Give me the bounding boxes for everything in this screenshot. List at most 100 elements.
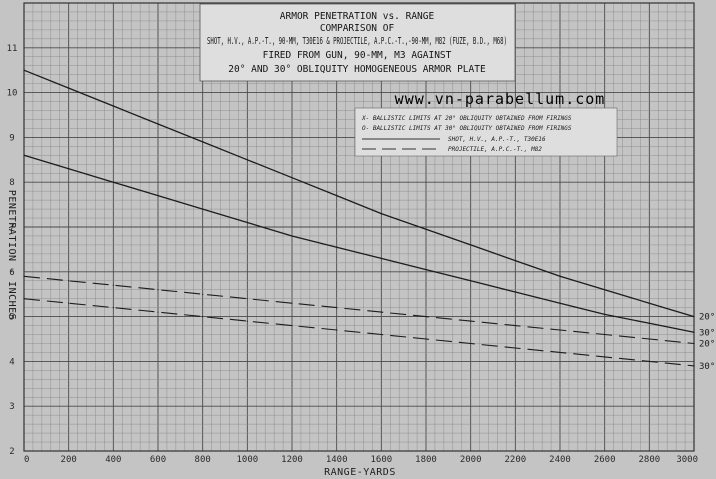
series-4-point	[648, 360, 650, 362]
x-tick-label: 2400	[549, 455, 571, 465]
title-line-2: COMPARISON OF	[320, 23, 395, 34]
series-1-point	[514, 260, 516, 262]
series-3-point	[514, 324, 516, 327]
series-4-point	[23, 298, 25, 300]
x-tick-labels: 0 200 400 600 800 1000 1200 1400 1600 1800 2000 220…	[24, 455, 698, 465]
series-1-point	[470, 244, 472, 246]
series-2-point	[693, 331, 695, 333]
series-3-point	[112, 284, 114, 286]
grid	[23, 2, 695, 452]
series-line-4	[23, 298, 695, 367]
y-tick-label: 8	[9, 178, 14, 188]
series-3-point	[559, 329, 561, 331]
x-tick-label: 0	[24, 455, 29, 465]
series-3-point	[380, 311, 382, 313]
legend-entry-1: X- BALLISTIC LIMITS AT 20° OBLIQUITY OBT…	[361, 115, 572, 122]
series-3-point	[470, 320, 472, 322]
series-4-point	[68, 302, 70, 304]
series-1-point	[648, 302, 650, 304]
series-4-point	[291, 324, 293, 327]
series-1-point	[68, 87, 70, 89]
series-1-point	[112, 105, 114, 107]
series-1-point	[336, 195, 338, 197]
y-tick-label: 7	[9, 223, 14, 233]
series-line-2	[23, 154, 695, 333]
x-tick-label: 1800	[415, 455, 437, 465]
series-2-point	[559, 302, 561, 304]
series-4-point	[514, 347, 516, 349]
series-line-1	[23, 69, 695, 318]
series-3-point	[202, 293, 204, 295]
series-2-point	[470, 280, 472, 282]
series-2-point	[246, 221, 248, 224]
title-box-frame	[199, 3, 516, 82]
series-4-point	[336, 329, 338, 331]
x-tick-label: 1000	[236, 455, 258, 465]
series-3-point	[23, 275, 25, 277]
series-1-point	[157, 123, 159, 125]
x-tick-label: 3000	[676, 455, 698, 465]
legend-frame	[354, 107, 618, 157]
y-tick-label: 9	[9, 133, 14, 143]
y-tick-label: 2	[9, 447, 14, 457]
y-tick-label: 3	[9, 402, 14, 412]
series-2-point	[604, 313, 606, 315]
series-4-point	[157, 311, 159, 313]
series-3-point	[246, 298, 248, 300]
series-1-point	[604, 289, 606, 291]
series-layer	[23, 69, 695, 367]
legend: X- BALLISTIC LIMITS AT 20° OBLIQUITY OBT…	[354, 107, 618, 157]
series-3-point	[693, 342, 695, 345]
series-3-point	[291, 302, 293, 304]
title-line-1: ARMOR PENETRATION vs. RANGE	[280, 11, 435, 22]
series-3-point	[425, 316, 427, 318]
series-3-point	[68, 280, 70, 282]
series-4-point	[425, 338, 427, 340]
series-1-point	[559, 275, 561, 277]
y-axis-title: PENETRATION - INCHES	[6, 190, 17, 320]
x-tick-label: 600	[150, 455, 166, 465]
x-tick-label: 2800	[638, 455, 660, 465]
x-tick-label: 1600	[370, 455, 392, 465]
x-tick-label: 200	[61, 455, 77, 465]
series-4-point	[559, 351, 561, 354]
series-1-point	[291, 177, 293, 179]
x-tick-label: 400	[105, 455, 121, 465]
series-4-point	[202, 316, 204, 318]
x-axis-title: RANGE-YARDS	[324, 467, 396, 478]
series-2-point	[336, 246, 338, 248]
series-2-point	[157, 195, 159, 197]
x-tick-label: 1200	[281, 455, 303, 465]
x-tick-label: 2000	[460, 455, 482, 465]
series-3-point	[336, 307, 338, 309]
series-1-point	[202, 141, 204, 143]
legend-entry-4: PROJECTILE, A.P.C.-T., M82	[448, 146, 542, 153]
series-1-point	[380, 212, 382, 215]
series-4-end-label: 30°	[699, 362, 715, 372]
series-4-point	[380, 333, 382, 336]
series-2-point	[425, 268, 427, 271]
y-tick-label: 11	[7, 44, 18, 54]
series-line-3	[23, 275, 695, 345]
series-2-point	[380, 257, 382, 259]
series-3-point	[604, 333, 606, 336]
series-2-point	[291, 235, 293, 237]
series-3-point	[157, 289, 159, 291]
series-4-point	[246, 320, 248, 322]
series-1-end-label: 20°	[699, 313, 715, 323]
plot-frame	[23, 2, 695, 452]
y-tick-labels: 2 3 4 5 6 7 8 9 10 11	[7, 44, 18, 457]
y-tick-label: 5	[9, 313, 14, 323]
y-tick-label: 10	[7, 89, 18, 99]
x-tick-label: 2600	[594, 455, 616, 465]
legend-entry-3: SHOT, H.V., A.P.-T., T30E16	[448, 136, 546, 143]
end-labels: 20°30°20°30°	[699, 313, 715, 372]
series-2-point	[112, 181, 114, 183]
series-1-point	[693, 316, 695, 318]
series-2-point	[202, 208, 204, 210]
legend-entry-2: O- BALLISTIC LIMITS AT 30° OBLIQUITY OBT…	[362, 125, 572, 132]
series-4-point	[112, 307, 114, 309]
series-3-end-label: 20°	[699, 339, 715, 349]
series-4-point	[470, 342, 472, 345]
